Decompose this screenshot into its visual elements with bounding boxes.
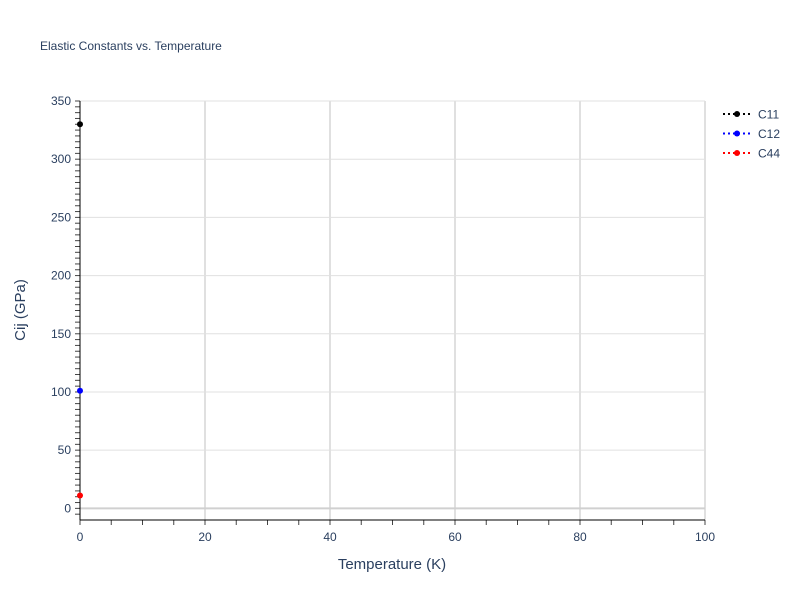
y-tick-label: 200 (51, 269, 71, 283)
legend-label: C12 (758, 127, 780, 141)
x-tick-label: 100 (695, 530, 715, 544)
legend-marker-c12 (734, 130, 740, 137)
legend[interactable]: C11 C12 C44 (723, 108, 780, 161)
x-tick-label: 20 (198, 530, 212, 544)
data-point-c12 (77, 387, 83, 394)
legend-marker-c44 (734, 150, 740, 156)
x-tick-label: 60 (448, 530, 462, 544)
y-tick-label: 250 (51, 210, 71, 224)
y-tick-label: 300 (51, 152, 71, 166)
legend-label: C44 (758, 147, 780, 161)
y-tick-label: 50 (58, 443, 72, 457)
y-axis-label: Cij (GPa) (12, 279, 29, 341)
x-tick-label: 80 (573, 530, 587, 544)
data-point-c44 (77, 492, 83, 499)
legend-marker-c11 (734, 111, 740, 117)
legend-label: C11 (758, 108, 779, 122)
y-tick-label: 100 (51, 385, 71, 399)
y-tick-label: 150 (51, 327, 71, 341)
y-tick-label: 0 (64, 501, 71, 515)
x-tick-label: 40 (323, 530, 337, 544)
y-tick-label: 350 (51, 94, 71, 108)
chart-title: Elastic Constants vs. Temperature (40, 39, 222, 53)
x-axis-label: Temperature (K) (338, 556, 446, 573)
data-point-c11 (77, 121, 83, 128)
x-tick-label: 0 (77, 530, 84, 544)
